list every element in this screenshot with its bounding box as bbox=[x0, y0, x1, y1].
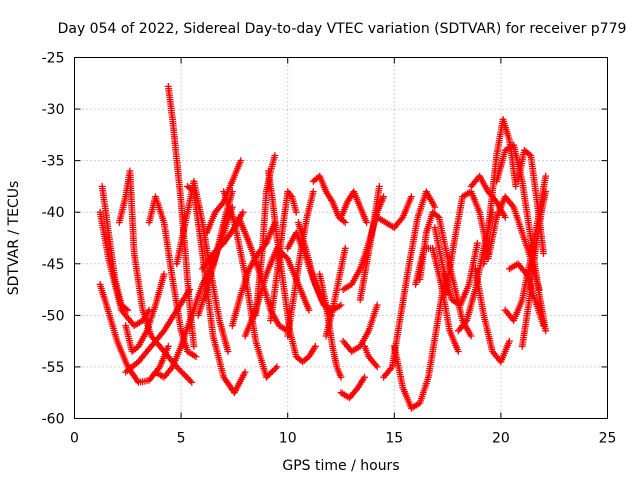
y-tick-label: -60 bbox=[42, 412, 65, 428]
x-tick-label: 5 bbox=[177, 431, 186, 447]
y-tick-label: -55 bbox=[42, 360, 65, 376]
series-arc-28 bbox=[337, 188, 370, 226]
data-point-markers bbox=[506, 260, 547, 330]
data-point-markers bbox=[173, 177, 232, 355]
y-tick-label: -35 bbox=[42, 154, 65, 170]
x-tick-label: 20 bbox=[492, 431, 510, 447]
data-point-markers bbox=[480, 116, 520, 268]
series-arc-32 bbox=[356, 183, 383, 304]
series-arc-43 bbox=[471, 265, 513, 366]
y-tick-label: -30 bbox=[42, 102, 65, 118]
data-point-markers bbox=[98, 183, 132, 314]
series-arc-44 bbox=[480, 116, 520, 268]
data-point-markers bbox=[96, 281, 172, 386]
data-point-markers bbox=[122, 270, 168, 355]
series-arc-33 bbox=[361, 342, 381, 371]
data-point-markers bbox=[361, 342, 381, 371]
series-arc-1 bbox=[96, 281, 172, 386]
data-point-markers bbox=[115, 167, 196, 386]
series-arc-31 bbox=[337, 373, 368, 402]
y-axis-label: SDTVAR / TECUs bbox=[6, 181, 22, 296]
data-points bbox=[96, 83, 550, 412]
series-arc-50 bbox=[518, 188, 550, 350]
series-arc-7 bbox=[145, 193, 200, 360]
series-arc-29 bbox=[339, 301, 381, 355]
series-arc-34 bbox=[373, 193, 415, 232]
y-tick-label: -50 bbox=[42, 308, 65, 324]
data-point-markers bbox=[316, 270, 345, 381]
y-tick-label: -25 bbox=[42, 51, 65, 67]
series-arc-35 bbox=[380, 188, 439, 381]
x-axis-label: GPS time / hours bbox=[282, 458, 399, 474]
series-arc-21 bbox=[267, 188, 300, 324]
series-arc-5 bbox=[122, 270, 168, 355]
data-point-markers bbox=[356, 183, 383, 304]
x-tick-label: 25 bbox=[599, 431, 617, 447]
x-tick-label: 10 bbox=[279, 431, 297, 447]
series-arc-3 bbox=[98, 183, 132, 314]
data-point-markers bbox=[471, 265, 513, 366]
series-arc-48 bbox=[506, 260, 547, 330]
data-point-markers bbox=[518, 188, 550, 350]
chart-title: Day 054 of 2022, Sidereal Day-to-day VTE… bbox=[58, 21, 627, 37]
data-point-markers bbox=[339, 301, 381, 355]
data-point-markers bbox=[380, 188, 439, 381]
series-arc-4 bbox=[115, 167, 196, 386]
plot-frame bbox=[74, 57, 608, 419]
x-tick-label: 15 bbox=[385, 431, 403, 447]
x-tick-label: 0 bbox=[70, 431, 79, 447]
data-point-markers bbox=[337, 373, 368, 402]
y-tick-label: -45 bbox=[42, 257, 65, 273]
data-point-markers bbox=[145, 193, 200, 360]
data-point-markers bbox=[373, 193, 415, 232]
data-point-markers bbox=[337, 188, 370, 226]
axis-ticks: 0 5 10 15 20 25 -25 -30 -35 -40 -45 -50 -55 -60 bbox=[42, 51, 617, 447]
y-tick-label: -40 bbox=[42, 205, 65, 221]
data-point-markers bbox=[322, 244, 349, 340]
series-arc-27 bbox=[322, 244, 349, 340]
data-point-markers bbox=[267, 188, 300, 324]
series-arc-10 bbox=[173, 177, 232, 355]
series-arc-26 bbox=[316, 270, 345, 381]
